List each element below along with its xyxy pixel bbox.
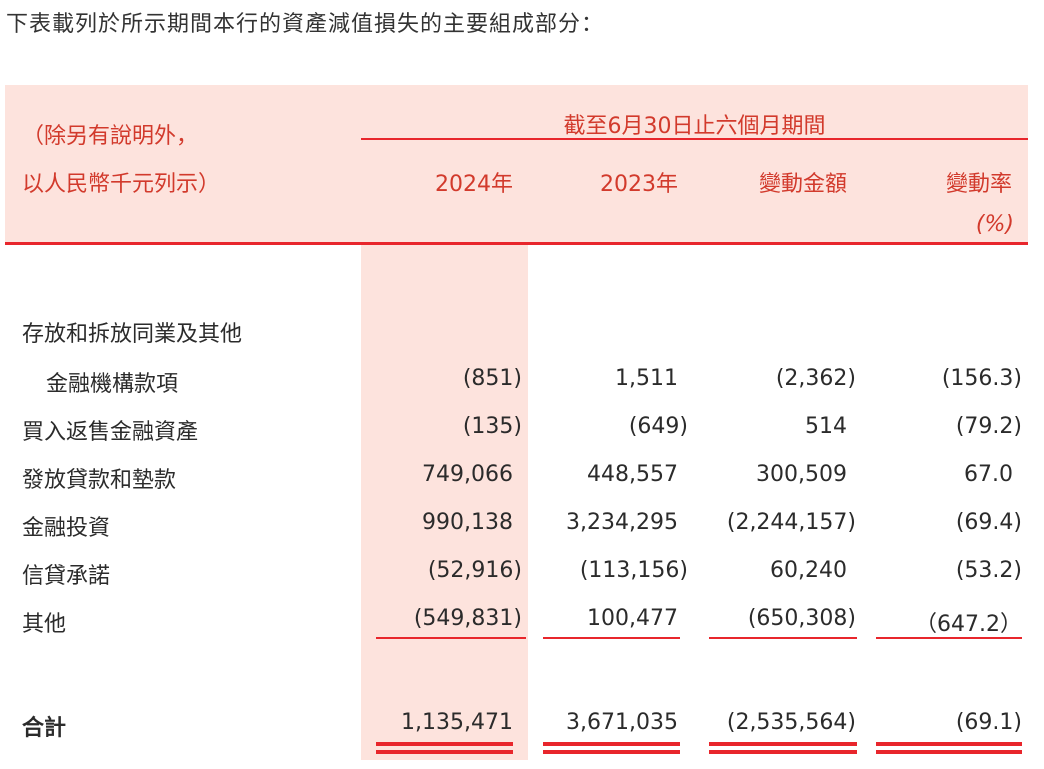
total-double-underline-rate-b: [876, 750, 1022, 754]
cell-2023: (649): [628, 414, 688, 439]
cell-2024: (851): [462, 366, 522, 391]
cell-2023: 1,511: [615, 366, 678, 391]
row-label: 存放和拆放同業及其他: [22, 322, 243, 347]
intro-text: 下表載列於所示期間本行的資產減值損失的主要組成部分：: [6, 12, 605, 37]
total-2024: 1,135,471: [401, 710, 513, 735]
cell-2024: (52,916): [427, 558, 522, 583]
cell-rate: (156.3): [941, 366, 1022, 391]
row-label: 金融投資: [22, 516, 111, 541]
row-label: 買入返售金融資產: [22, 420, 199, 445]
cell-change: 60,240: [770, 558, 847, 583]
cell-2024: (135): [462, 414, 522, 439]
current-year-column-highlight: [361, 243, 528, 760]
cell-2023: 100,477: [587, 606, 678, 631]
col-header-change: 變動金額: [758, 172, 847, 197]
total-double-underline-2023-b: [543, 750, 680, 754]
subtotal-underline-rate: [876, 637, 1022, 639]
total-double-underline-2024-a: [376, 742, 513, 746]
row-label: 其他: [22, 612, 67, 637]
cell-rate: (69.4): [955, 510, 1022, 535]
total-change: (2,535,564): [726, 710, 856, 735]
cell-2024: 990,138: [422, 510, 513, 535]
cell-rate: （647.2）: [915, 612, 1022, 637]
header-bottom-rule: [5, 242, 1028, 245]
cell-change: (2,244,157): [726, 510, 856, 535]
cell-2023: 3,234,295: [566, 510, 678, 535]
total-label: 合計: [22, 716, 67, 741]
subtotal-underline-2024: [376, 637, 526, 639]
col-header-rate-unit: (%): [975, 212, 1014, 237]
col-header-2024: 2024年: [435, 172, 513, 197]
cell-change: 514: [805, 414, 847, 439]
subtotal-underline-2023: [543, 637, 680, 639]
subtotal-underline-change: [709, 637, 857, 639]
row-label: 信貸承諾: [22, 564, 111, 589]
row-label: 金融機構款項: [46, 372, 179, 397]
cell-change: 300,509: [756, 462, 847, 487]
cell-2024: (549,831): [413, 606, 522, 631]
total-2023: 3,671,035: [566, 710, 678, 735]
cell-rate: 67.0: [964, 462, 1013, 487]
total-double-underline-2024-b: [376, 750, 513, 754]
cell-rate: (53.2): [955, 558, 1022, 583]
cell-2023: (113,156): [579, 558, 688, 583]
unit-note-line2: 以人民幣千元列示）: [22, 172, 221, 197]
cell-rate: (79.2): [955, 414, 1022, 439]
cell-change: (2,362): [775, 366, 856, 391]
cell-2024: 749,066: [422, 462, 513, 487]
cell-2023: 448,557: [587, 462, 678, 487]
unit-note-line1: （除另有說明外，: [22, 124, 199, 149]
total-rate: (69.1): [955, 710, 1022, 735]
table-header-background: [5, 85, 1028, 243]
period-header: 截至6月30日止六個月期間: [563, 114, 826, 139]
header-divider: [361, 138, 1028, 140]
col-header-rate: 變動率: [945, 172, 1012, 197]
total-double-underline-2023-a: [543, 742, 680, 746]
row-label: 發放貸款和墊款: [22, 468, 177, 493]
cell-change: (650,308): [747, 606, 856, 631]
total-double-underline-rate-a: [876, 742, 1022, 746]
total-double-underline-change-b: [709, 750, 857, 754]
col-header-2023: 2023年: [600, 172, 678, 197]
total-double-underline-change-a: [709, 742, 857, 746]
